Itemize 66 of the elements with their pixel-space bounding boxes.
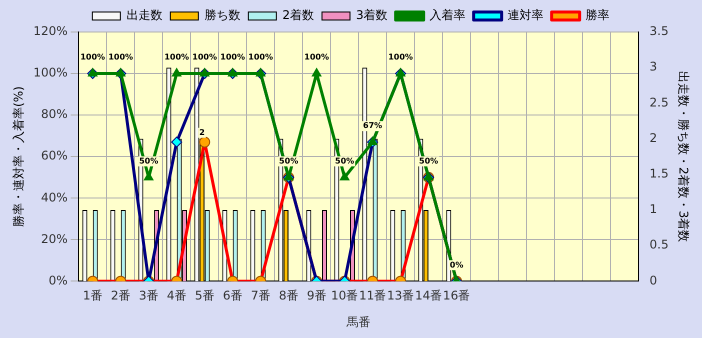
x-tick-label: 14番	[414, 288, 442, 303]
x-tick-label: 11番	[358, 288, 386, 303]
y-axis-title: 勝率・連対率・入着率(%)	[11, 86, 26, 227]
data-label: 100%	[164, 52, 190, 62]
data-label: 50%	[335, 156, 354, 166]
point	[171, 136, 182, 148]
data-label: 100%	[304, 52, 329, 62]
x-axis-title: 馬番	[346, 314, 371, 329]
x-tick-label: 1番	[82, 288, 103, 303]
data-label: 50%	[419, 156, 438, 166]
legend-label: 2着数	[282, 8, 314, 22]
y-tick-label: 120%	[33, 24, 68, 38]
y-tick-label: 40%	[41, 190, 68, 204]
x-tick-label: 7番	[250, 288, 270, 303]
x-tick-label: 8番	[278, 288, 298, 303]
data-label: 100%	[220, 52, 246, 62]
point	[424, 172, 434, 180]
y-tick-label: 60%	[41, 148, 68, 163]
data-label: 100%	[248, 52, 274, 62]
data-label: 100%	[192, 52, 218, 62]
y2-tick-label: 3	[650, 60, 658, 74]
point	[228, 68, 238, 77]
point	[172, 68, 182, 77]
data-label: 50%	[139, 156, 158, 166]
y2-tick-label: 2.5	[650, 95, 669, 110]
y-tick-label: 100%	[33, 66, 68, 80]
legend-label: 入着率	[430, 8, 466, 22]
point	[396, 68, 406, 77]
x-tick-label: 9番	[306, 288, 326, 303]
data-label: 50%	[279, 156, 298, 166]
y2-tick-label: 0.5	[650, 238, 669, 252]
y-tick-label: 80%	[41, 107, 68, 122]
legend-label: 連対率	[508, 8, 544, 22]
legend-label: 勝ち数	[204, 8, 240, 22]
point	[88, 68, 98, 77]
x-tick-label: 6番	[222, 288, 242, 303]
y2-tick-label: 1	[650, 202, 658, 216]
data-label: 0%	[450, 260, 464, 270]
y2-tick-label: 0	[650, 273, 658, 288]
data-label: 67%	[363, 121, 382, 130]
x-tick-label: 16番	[442, 288, 470, 303]
x-tick-label: 4番	[166, 288, 186, 303]
y-tick-label: 20%	[41, 232, 68, 246]
x-tick-label: 10番	[330, 288, 358, 303]
y-tick-label: 0%	[48, 273, 68, 288]
point	[368, 136, 378, 146]
y2-tick-label: 2	[650, 130, 658, 145]
legend-label: 3着数	[356, 8, 388, 22]
y2-axis-title: 出走数・勝ち数・2着数・3着数	[676, 70, 691, 242]
point	[312, 68, 322, 77]
data-label: 100%	[108, 52, 134, 62]
y2-tick-label: 3.5	[650, 24, 669, 38]
x-tick-label: 3番	[138, 288, 159, 303]
point	[116, 68, 126, 77]
y2-tick-label: 1.5	[650, 166, 669, 181]
data-label: 100%	[388, 52, 413, 62]
point	[256, 68, 266, 77]
point	[340, 172, 350, 180]
legend-label: 出走数	[126, 8, 162, 22]
point	[200, 68, 210, 77]
data-label: 2	[199, 128, 205, 137]
data-label: 100%	[80, 52, 106, 62]
x-tick-label: 2番	[110, 288, 131, 303]
x-tick-label: 5番	[194, 288, 214, 303]
x-tick-label: 13番	[386, 288, 414, 303]
legend-label: 勝率	[586, 8, 610, 22]
